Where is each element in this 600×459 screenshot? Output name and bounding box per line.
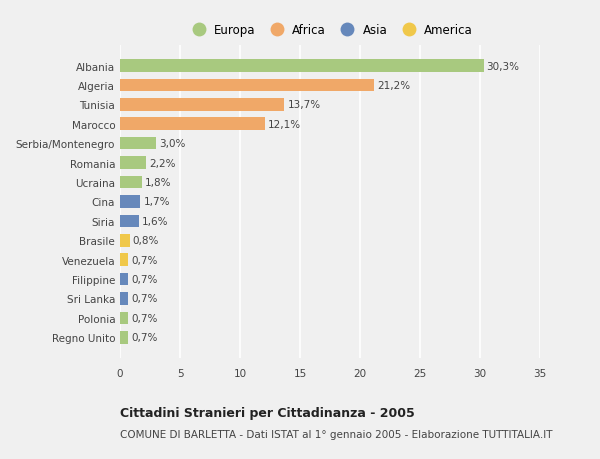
Text: 30,3%: 30,3% [487,62,520,71]
Text: Cittadini Stranieri per Cittadinanza - 2005: Cittadini Stranieri per Cittadinanza - 2… [120,406,415,419]
Bar [120,60,484,73]
Bar [120,235,130,247]
Bar [120,196,140,208]
Text: 0,7%: 0,7% [131,294,158,304]
Text: 0,8%: 0,8% [133,236,159,246]
Text: 1,6%: 1,6% [142,216,169,226]
Bar [120,331,128,344]
Bar [120,176,142,189]
Bar [120,215,139,228]
Bar [120,254,128,266]
Bar [120,157,146,169]
Text: COMUNE DI BARLETTA - Dati ISTAT al 1° gennaio 2005 - Elaborazione TUTTITALIA.IT: COMUNE DI BARLETTA - Dati ISTAT al 1° ge… [120,429,553,439]
Bar [120,292,128,305]
Text: 21,2%: 21,2% [377,81,410,91]
Bar [120,138,156,150]
Text: 0,7%: 0,7% [131,274,158,285]
Bar [120,79,374,92]
Text: 2,2%: 2,2% [149,158,176,168]
Text: 0,7%: 0,7% [131,313,158,323]
Bar [120,312,128,325]
Bar [120,273,128,286]
Text: 0,7%: 0,7% [131,333,158,342]
Bar [120,118,265,131]
Text: 12,1%: 12,1% [268,119,301,129]
Bar [120,99,284,112]
Text: 1,7%: 1,7% [143,197,170,207]
Text: 13,7%: 13,7% [287,100,320,110]
Text: 3,0%: 3,0% [159,139,185,149]
Text: 0,7%: 0,7% [131,255,158,265]
Text: 1,8%: 1,8% [145,178,171,188]
Legend: Europa, Africa, Asia, America: Europa, Africa, Asia, America [184,21,476,40]
